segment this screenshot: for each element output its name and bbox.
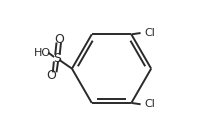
Text: Cl: Cl [145,28,155,38]
Text: HO: HO [34,48,51,58]
Text: O: O [54,33,64,46]
Text: O: O [47,69,56,82]
Text: S: S [53,52,61,65]
Text: Cl: Cl [145,99,155,109]
